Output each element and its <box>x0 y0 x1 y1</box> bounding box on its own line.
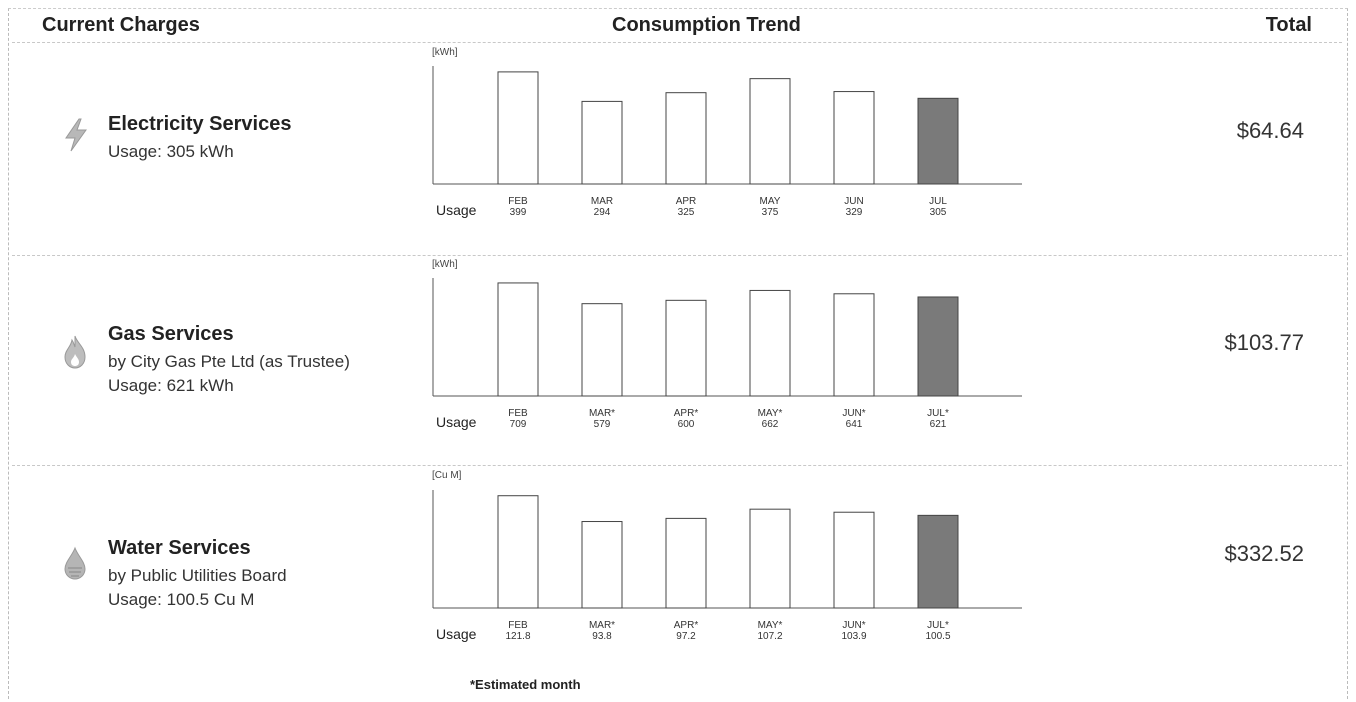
service-provider-gas: by City Gas Pte Ltd (as Trustee) <box>108 352 350 371</box>
bar <box>665 92 707 185</box>
usage-value-label: 662 <box>762 419 779 430</box>
month-tick-label: FEB <box>508 408 528 419</box>
bar <box>581 303 623 397</box>
usage-value-label: 399 <box>510 207 527 218</box>
estimated-month-footnote: *Estimated month <box>470 677 581 692</box>
usage-value-label: 305 <box>930 207 947 218</box>
usage-value-label: 600 <box>678 419 695 430</box>
month-tick-label: MAR* <box>589 620 615 631</box>
month-tick-label: JUL <box>929 196 947 207</box>
bill-frame <box>8 8 1348 699</box>
month-tick-label: JUN* <box>842 620 865 631</box>
usage-value-label: 621 <box>930 419 947 430</box>
water-drop-icon <box>62 546 88 585</box>
bar <box>833 511 875 609</box>
total-water: $332.52 <box>1224 541 1304 566</box>
month-tick-label: MAY* <box>758 408 783 419</box>
chart-unit-label: [kWh] <box>432 259 458 270</box>
chart-unit-label: [kWh] <box>432 47 458 58</box>
flame-icon <box>60 334 90 375</box>
month-tick-label: JUL* <box>927 408 949 419</box>
month-tick-label: APR* <box>674 620 699 631</box>
bar <box>665 299 707 397</box>
bar <box>497 282 539 397</box>
bar <box>497 495 539 609</box>
usage-value-label: 709 <box>510 419 527 430</box>
usage-value-label: 329 <box>846 207 863 218</box>
separator <box>12 42 1342 43</box>
month-tick-label: MAY* <box>758 620 783 631</box>
bar <box>581 521 623 609</box>
service-title-electricity: Electricity Services <box>108 113 292 135</box>
bar <box>749 508 791 609</box>
month-tick-label: JUN <box>844 196 863 207</box>
usage-value-label: 97.2 <box>676 631 696 642</box>
total-electricity: $64.64 <box>1236 118 1304 143</box>
separator <box>12 465 1342 466</box>
lightning-icon <box>62 118 90 157</box>
bar <box>833 91 875 185</box>
bar <box>581 100 623 185</box>
usage-value-label: 294 <box>594 207 611 218</box>
service-usage-water: Usage: 100.5 Cu M <box>108 590 255 609</box>
bar <box>497 71 539 185</box>
usage-row-label: Usage <box>436 202 477 218</box>
month-tick-label: JUL* <box>927 620 949 631</box>
month-tick-label: MAY <box>760 196 781 207</box>
usage-value-label: 641 <box>846 419 863 430</box>
month-tick-label: FEB <box>508 620 528 631</box>
bar <box>665 517 707 609</box>
usage-value-label: 579 <box>594 419 611 430</box>
chart-unit-label: [Cu M] <box>432 470 462 481</box>
usage-value-label: 107.2 <box>757 631 782 642</box>
bar <box>749 78 791 185</box>
service-usage-gas: Usage: 621 kWh <box>108 376 234 395</box>
header-consumption-trend: Consumption Trend <box>612 14 801 36</box>
month-tick-label: JUN* <box>842 408 865 419</box>
usage-value-label: 100.5 <box>925 631 950 642</box>
month-tick-label: APR* <box>674 408 699 419</box>
month-tick-label: MAR* <box>589 408 615 419</box>
month-tick-label: FEB <box>508 196 528 207</box>
service-title-gas: Gas Services <box>108 323 234 345</box>
bar-current-month <box>917 97 959 185</box>
usage-value-label: 93.8 <box>592 631 612 642</box>
header-total: Total <box>1265 14 1312 36</box>
service-title-water: Water Services <box>108 537 251 559</box>
bar <box>749 289 791 397</box>
service-provider-water: by Public Utilities Board <box>108 566 287 585</box>
usage-value-label: 103.9 <box>841 631 866 642</box>
header-current-charges: Current Charges <box>42 14 200 36</box>
usage-row-label: Usage <box>436 414 477 430</box>
bar-current-month <box>917 296 959 397</box>
bar-current-month <box>917 514 959 609</box>
usage-value-label: 121.8 <box>505 631 530 642</box>
month-tick-label: APR <box>676 196 697 207</box>
separator <box>12 255 1342 256</box>
usage-row-label: Usage <box>436 626 477 642</box>
usage-value-label: 375 <box>762 207 779 218</box>
month-tick-label: MAR <box>591 196 613 207</box>
total-gas: $103.77 <box>1224 330 1304 355</box>
bar <box>833 293 875 397</box>
service-usage-electricity: Usage: 305 kWh <box>108 142 234 161</box>
usage-value-label: 325 <box>678 207 695 218</box>
